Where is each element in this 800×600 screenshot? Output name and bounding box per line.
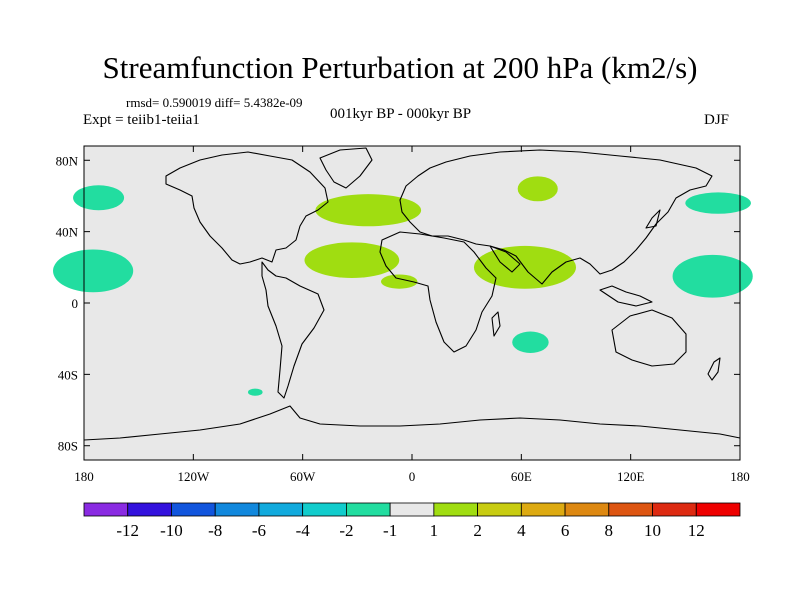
colorbar-swatch [171,502,216,517]
lon-label: 120W [177,469,210,484]
colorbar-swatch [214,502,260,517]
colorbar-label: 10 [644,521,661,540]
lon-label: 60W [290,469,316,484]
colorbar-label: 4 [517,521,526,540]
colorbar-swatch [608,502,653,517]
lon-label: 120E [617,469,645,484]
lat-label: 80S [58,439,78,454]
colorbar-swatch [477,502,522,517]
contour-region [248,388,263,396]
madagascar-coast [491,311,501,337]
lon-label: 0 [409,469,416,484]
colorbar-label: -6 [252,521,266,540]
greenland-coast [319,147,373,189]
contour-region [73,185,125,211]
season-label: DJF [704,112,730,128]
contour-region [512,331,549,353]
coastlines [83,147,741,441]
stats-text: rmsd= 0.590019 diff= 5.4382e-09 [126,95,303,110]
antarctica-coast [83,405,741,441]
lat-label: 40N [56,225,79,240]
japan-coast [645,209,661,229]
colorbar-label: 1 [430,521,439,540]
colorbar-swatch [302,502,347,517]
lat-label: 80N [56,153,79,168]
experiment-label: Expt = teiib1-teiia1 [83,112,200,128]
colorbar-swatch [258,502,304,517]
colorbar-label: 8 [605,521,614,540]
contour-region [315,194,422,227]
arabia-coast [489,245,521,273]
eurasia-coast [399,149,713,285]
colorbar-label: -12 [116,521,139,540]
colorbar-label: -2 [339,521,353,540]
south-america-coast [261,261,325,399]
colorbar-label: 2 [473,521,482,540]
colorbar-label: -8 [208,521,222,540]
contour-region [685,192,751,214]
colorbar-swatch [564,502,610,517]
new-zealand-coast [707,357,721,381]
australia-coast [611,309,687,367]
lat-label: 0 [72,296,79,311]
field-background [84,146,740,460]
colorbar-label: -10 [160,521,183,540]
north-america-coast [165,151,329,265]
colorbar-label: -4 [296,521,311,540]
africa-coast [379,231,497,353]
colorbar-swatch [389,502,435,517]
contour-region [304,242,400,279]
axis-labels: 80N 40N 0 40S 80S 180 120W 60W 0 60E 120E 180 [56,153,750,484]
map-field [53,146,753,460]
lon-label: 180 [74,469,94,484]
lon-label: 60E [511,469,532,484]
contour-region [381,274,418,289]
contour-region [517,176,558,202]
colorbar-swatch [695,502,741,517]
period-label: 001kyr BP - 000kyr BP [330,106,472,122]
indonesia-coast [599,285,653,307]
colorbar-label: -1 [383,521,397,540]
colorbar-label: 12 [688,521,705,540]
colorbar-swatch [520,502,566,517]
colorbar-label: 6 [561,521,570,540]
axis-ticks [83,146,741,460]
colorbar-swatch [127,502,172,517]
lon-label: 180 [730,469,750,484]
colorbar-swatch [433,502,479,517]
colorbar-swatch [652,502,697,517]
lat-label: 40S [58,367,78,382]
colorbar-swatch [345,502,391,517]
colorbar: -12 -10 -8 -6 -4 -2 -1 1 2 4 6 8 10 12 [83,502,741,540]
contour-region [672,254,753,298]
colorbar-swatch [83,502,129,517]
contour-region [53,249,134,293]
map-title: Streamfunction Perturbation at 200 hPa (… [102,50,698,85]
